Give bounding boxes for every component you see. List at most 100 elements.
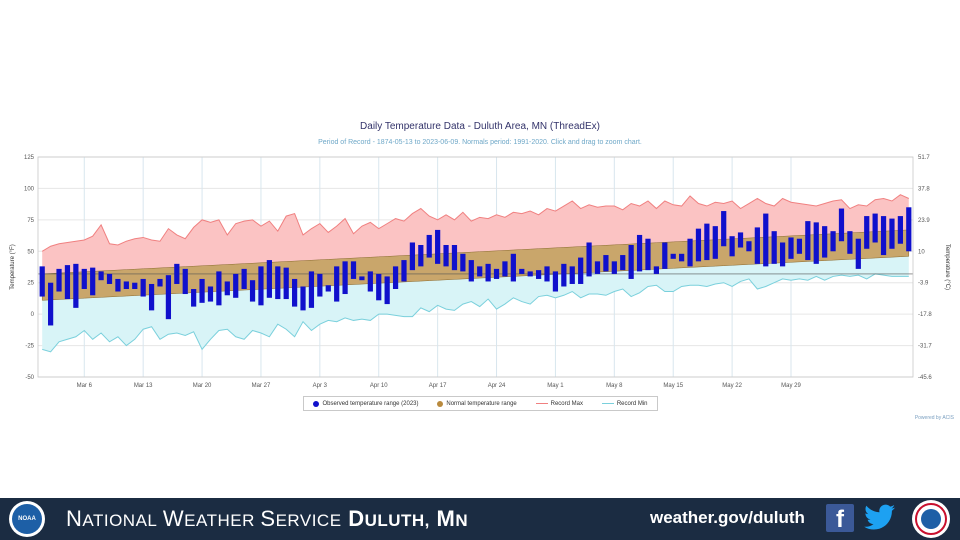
observed-range-bar — [132, 282, 138, 289]
y-tick-label-left: 125 — [24, 155, 35, 161]
y-tick-label-left: 75 — [27, 218, 34, 224]
y-axis-label-left: Temperature (°F) — [10, 244, 16, 289]
y-tick-label-left: 100 — [24, 186, 35, 192]
observed-range-bar — [392, 266, 399, 289]
plot-border — [37, 156, 914, 378]
observed-range-bar — [64, 265, 71, 300]
observed-range-bar — [586, 242, 592, 277]
observed-range-bar — [435, 229, 441, 264]
observed-range-bar — [704, 223, 710, 261]
observed-range-bar — [628, 245, 634, 279]
observed-range-bar — [308, 271, 315, 308]
y-tick-label-right: 23.9 — [918, 218, 930, 224]
observed-range-bar — [367, 271, 373, 292]
x-tick-label: May 29 — [781, 383, 801, 389]
observed-range-bar — [241, 268, 247, 289]
observed-range-bar — [830, 231, 836, 252]
observed-range-bar — [855, 238, 861, 269]
observed-range-bar — [451, 245, 458, 271]
observed-range-bar — [838, 208, 845, 242]
legend-swatch-observed — [313, 400, 320, 407]
observed-range-bar — [872, 213, 878, 243]
observed-range-bar — [695, 228, 702, 262]
x-tick-label: Apr 24 — [488, 383, 506, 389]
observed-range-bar — [645, 238, 651, 271]
record-max-line — [41, 194, 909, 252]
observed-range-bar — [502, 261, 508, 277]
office-url[interactable]: weather.gov/duluth — [650, 508, 805, 527]
noaa-logo-text: NOAA — [12, 504, 42, 534]
observed-range-bar — [123, 281, 129, 289]
acis-credit-link[interactable]: Powered by ACIS — [914, 415, 954, 421]
observed-range-bar — [754, 227, 760, 264]
x-tick-label: May 1 — [547, 383, 564, 389]
observed-range-bar — [897, 216, 903, 244]
observed-range-bar — [409, 242, 416, 271]
legend-item-record-max[interactable]: Record Max — [535, 400, 583, 407]
x-tick-label: Mar 20 — [193, 383, 212, 389]
observed-range-bar — [443, 245, 449, 267]
observed-range-bar — [779, 242, 786, 267]
observed-range-bar — [552, 271, 559, 292]
y-tick-label-right: -3.9 — [918, 281, 929, 287]
observed-range-bar — [662, 242, 668, 269]
legend-item-normal[interactable]: Normal temperature range — [437, 400, 517, 407]
observed-range-bar — [653, 266, 659, 274]
y-tick-label-right: 51.7 — [918, 155, 930, 161]
legend-swatch-record-min — [601, 403, 614, 404]
observed-range-bar — [81, 268, 87, 289]
observed-range-bar — [880, 216, 887, 256]
observed-range-bar — [39, 266, 45, 297]
x-tick-label: May 8 — [606, 383, 623, 389]
observed-range-bar — [737, 232, 744, 248]
observed-range-bar — [535, 270, 542, 279]
observed-range-bar — [519, 268, 525, 274]
y-tick-label-right: -17.8 — [918, 312, 932, 318]
observed-range-bar — [342, 261, 348, 295]
y-tick-label-right: 10 — [918, 249, 925, 255]
observed-range-bar — [207, 286, 214, 302]
observed-range-bar — [460, 253, 466, 272]
observed-range-bar — [687, 238, 693, 267]
temperature-chart[interactable]: Daily Temperature Data - Duluth Area, MN… — [0, 0, 960, 500]
observed-range-bar — [721, 211, 727, 247]
observed-range-bar — [325, 285, 331, 292]
observed-range-bar — [292, 278, 298, 307]
observed-range-bar — [140, 278, 146, 297]
observed-range-bar — [165, 275, 172, 320]
observed-range-bar — [182, 268, 188, 295]
observed-range-bar — [56, 268, 62, 292]
observed-range-bar — [359, 276, 365, 281]
y-tick-label-left: -50 — [25, 375, 34, 381]
x-tick-label: Mar 6 — [77, 383, 93, 389]
observed-range-bar — [670, 253, 676, 259]
record-max-area — [42, 194, 909, 274]
observed-range-bar — [90, 267, 96, 296]
y-tick-label-right: -45.6 — [918, 375, 932, 381]
observed-range-bar — [578, 257, 584, 284]
observed-range-bar — [426, 234, 432, 258]
chart-plot-area[interactable]: 125 51.7 100 37.8 75 23.9 50 10 25 -3.9 0 -17.8 -25 -… — [0, 0, 960, 500]
y-tick-label-right: -31.7 — [918, 344, 932, 350]
observed-range-bar — [224, 281, 230, 296]
legend-swatch-normal — [437, 400, 444, 407]
observed-range-bar — [771, 231, 777, 264]
observed-range-bar — [889, 218, 895, 249]
observed-range-bar — [594, 261, 601, 274]
observed-range-bar — [796, 238, 803, 254]
legend-label-normal: Normal temperature range — [446, 400, 517, 407]
facebook-icon[interactable]: f — [826, 504, 854, 532]
y-tick-label-left: 25 — [27, 281, 34, 287]
observed-range-bar — [906, 207, 912, 252]
y-tick-label-right: 37.8 — [918, 186, 930, 192]
legend-item-observed[interactable]: Observed temperature range (2023) — [313, 400, 419, 407]
twitter-icon[interactable] — [864, 504, 896, 532]
observed-range-bar — [544, 266, 550, 282]
observed-range-bar — [561, 263, 567, 287]
observed-range-bar — [569, 266, 575, 284]
observed-range-bar — [199, 278, 205, 303]
legend-label-record-max: Record Max — [550, 400, 583, 407]
observed-range-bar — [216, 271, 222, 306]
legend-item-record-min[interactable]: Record Min — [601, 401, 648, 407]
observed-range-bar — [746, 241, 752, 252]
